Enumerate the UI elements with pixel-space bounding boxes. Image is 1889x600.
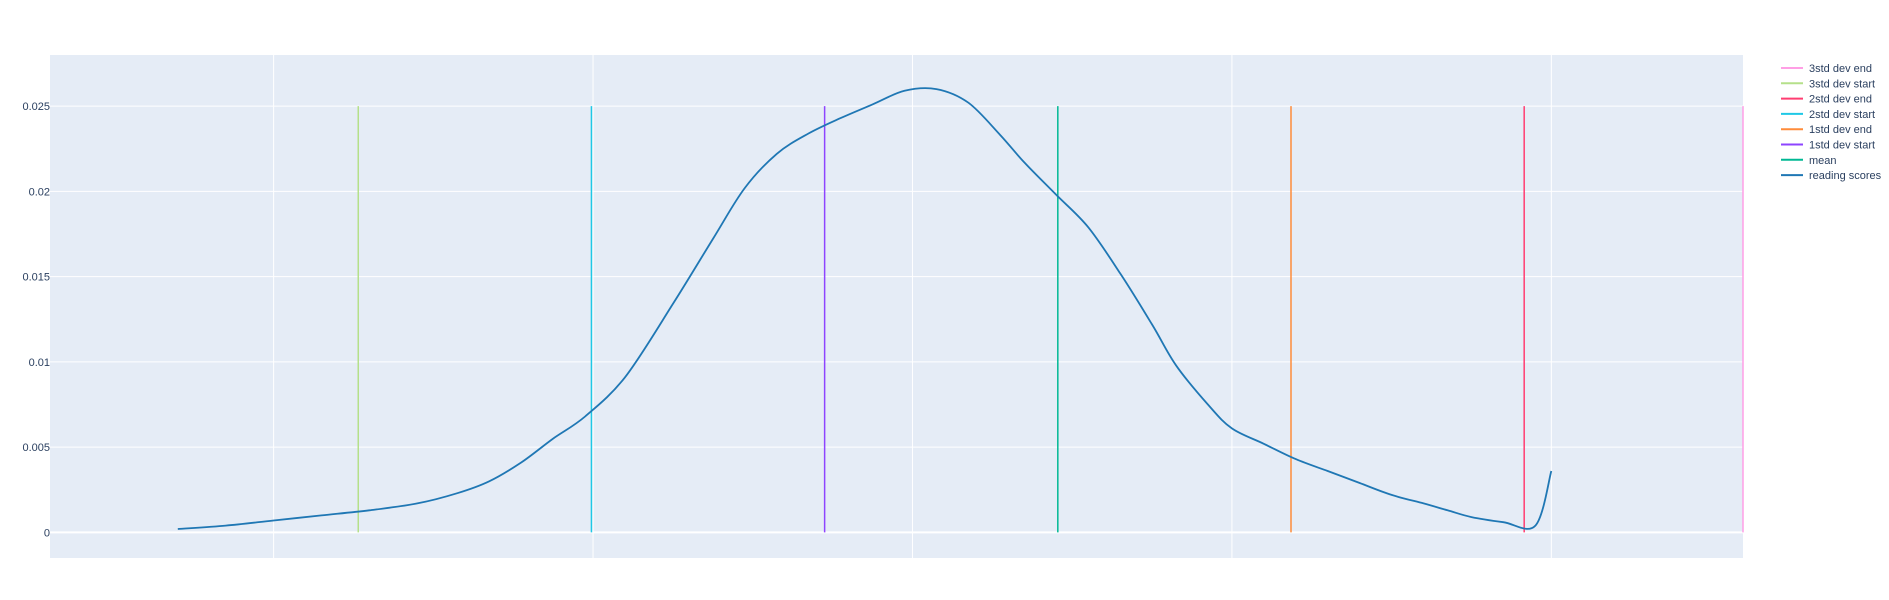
y-axis-ticks: 0 0.005 0.01 0.015 0.02 0.025 bbox=[22, 101, 50, 539]
y-tick-label-2: 0.01 bbox=[29, 357, 50, 369]
plot-background bbox=[50, 55, 1743, 558]
legend-label: 2std dev start bbox=[1809, 109, 1875, 121]
legend-item-3std-dev-end[interactable]: 3std dev end bbox=[1781, 63, 1872, 75]
legend-item-1std-dev-start[interactable]: 1std dev start bbox=[1781, 140, 1875, 152]
legend-item-mean[interactable]: mean bbox=[1781, 155, 1837, 167]
reading-scores-curve bbox=[177, 87, 1553, 530]
grid-layer bbox=[50, 55, 1743, 558]
y-tick-label-3: 0.015 bbox=[22, 272, 50, 284]
legend-label: 2std dev end bbox=[1809, 94, 1872, 106]
reference-lines bbox=[357, 106, 1744, 533]
legend-item-1std-dev-end[interactable]: 1std dev end bbox=[1781, 124, 1872, 136]
legend-item-reading-scores[interactable]: reading scores bbox=[1781, 170, 1882, 182]
y-tick-label-4: 0.02 bbox=[29, 186, 50, 198]
y-tick-label-5: 0.025 bbox=[22, 101, 50, 113]
density-curve-layer bbox=[177, 87, 1553, 530]
legend-item-2std-dev-end[interactable]: 2std dev end bbox=[1781, 94, 1872, 106]
legend-item-3std-dev-start[interactable]: 3std dev start bbox=[1781, 78, 1875, 90]
legend-label: 1std dev start bbox=[1809, 140, 1875, 152]
legend-label: mean bbox=[1809, 155, 1837, 167]
legend-label: 1std dev end bbox=[1809, 124, 1872, 136]
y-tick-label-0: 0 bbox=[44, 527, 50, 539]
legend-item-2std-dev-start[interactable]: 2std dev start bbox=[1781, 109, 1875, 121]
legend-label: 3std dev end bbox=[1809, 63, 1872, 75]
legend-label: reading scores bbox=[1809, 170, 1882, 182]
legend[interactable]: 3std dev end 3std dev start 2std dev end 2s… bbox=[1781, 63, 1882, 182]
y-tick-label-1: 0.005 bbox=[22, 442, 50, 454]
legend-label: 3std dev start bbox=[1809, 78, 1875, 90]
